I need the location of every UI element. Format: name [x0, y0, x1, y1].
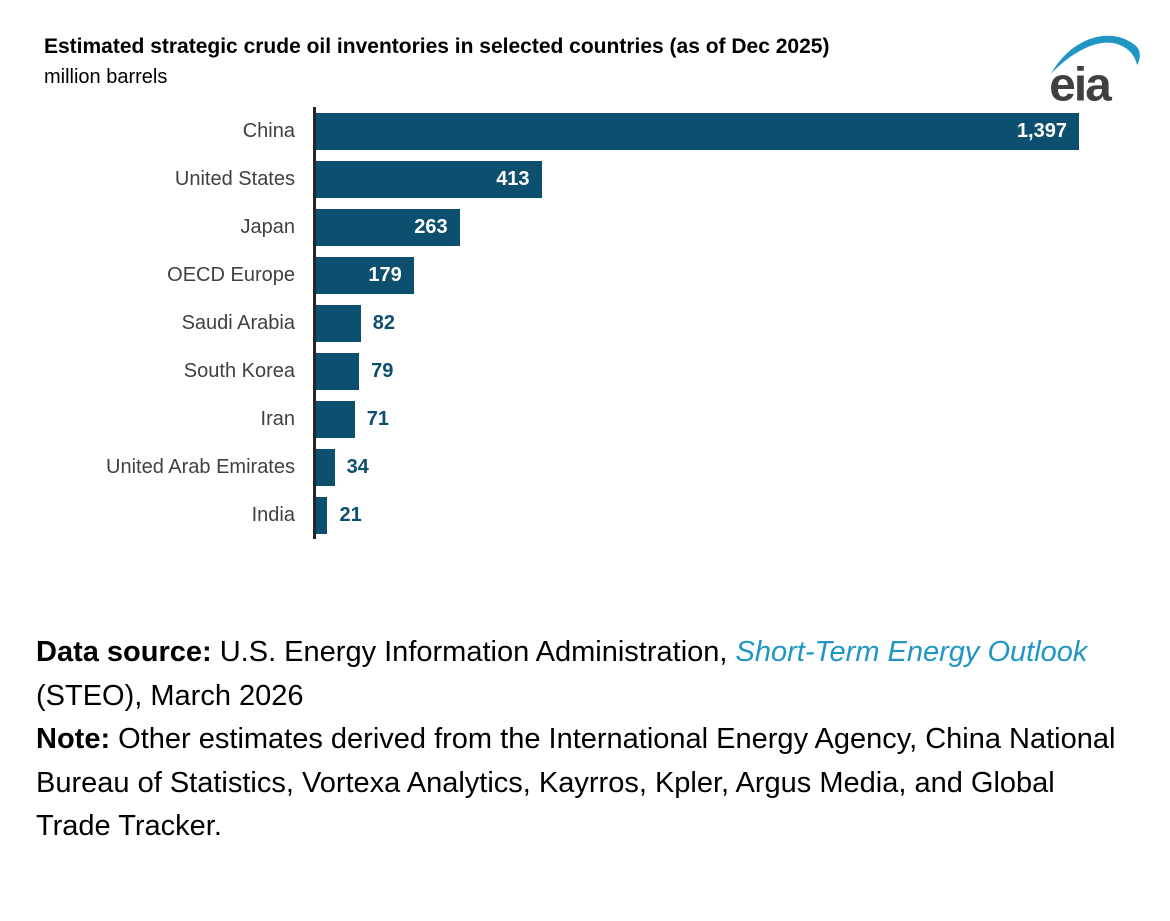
- bar-cell: 34: [313, 443, 1079, 492]
- bar-cell: 79: [313, 347, 1079, 396]
- chart-row: South Korea 79: [0, 347, 1170, 396]
- category-label: United Arab Emirates: [106, 455, 295, 478]
- value-label: 413: [496, 167, 530, 190]
- bar: [316, 304, 361, 342]
- note-label: Note:: [36, 723, 111, 756]
- bar: 413: [316, 160, 542, 198]
- chart-row: Japan 263: [0, 203, 1170, 252]
- value-label: 1,397: [1016, 119, 1067, 142]
- chart-units-label: million barrels: [44, 66, 168, 89]
- chart-row: United States 413: [0, 155, 1170, 204]
- bar: [316, 352, 360, 390]
- bar: [316, 496, 328, 534]
- bar: 1,397: [316, 112, 1079, 150]
- chart-row: OECD Europe 179: [0, 251, 1170, 300]
- bar-cell: 179: [313, 251, 1079, 300]
- eia-logo-graphic: eia: [1049, 35, 1140, 111]
- value-label: 71: [366, 407, 390, 430]
- category-label: United States: [174, 167, 295, 190]
- data-source-line: Data source: U.S. Energy Information Adm…: [36, 631, 1130, 718]
- chart-title: Estimated strategic crude oil inventorie…: [44, 35, 830, 58]
- category-label: Iran: [260, 407, 295, 430]
- chart-row: China 1,397: [0, 107, 1170, 156]
- value-label: 82: [372, 311, 396, 334]
- chart-row: Saudi Arabia 82: [0, 299, 1170, 348]
- category-label: Japan: [240, 215, 296, 238]
- category-label: South Korea: [183, 359, 295, 382]
- value-label: 34: [346, 455, 369, 478]
- bar-cell: 71: [313, 395, 1079, 444]
- bar-cell: 21: [313, 491, 1079, 540]
- data-source-suffix: (STEO), March 2026: [36, 679, 304, 712]
- note-line: Note: Other estimates derived from the I…: [36, 718, 1130, 849]
- bar-cell: 82: [313, 299, 1079, 348]
- bar-chart: China 1,397 United States 413 Japan 263 OECD E…: [0, 107, 1170, 540]
- eia-logo-text: eia: [1049, 58, 1112, 108]
- data-source-text: U.S. Energy Information Administration,: [211, 636, 736, 669]
- bar-cell: 413: [313, 155, 1079, 204]
- chart-header: Estimated strategic crude oil inventorie…: [0, 0, 1170, 111]
- footnotes: Data source: U.S. Energy Information Adm…: [36, 631, 1130, 849]
- category-label: Saudi Arabia: [181, 311, 295, 334]
- data-source-label: Data source:: [36, 636, 212, 669]
- category-label: India: [251, 503, 295, 526]
- note-text: Other estimates derived from the Interna…: [36, 723, 1116, 843]
- category-label: OECD Europe: [167, 263, 295, 286]
- eia-logo: eia: [1048, 24, 1144, 111]
- value-label: 79: [371, 359, 394, 382]
- chart-row: Iran 71: [0, 395, 1170, 444]
- value-label: 179: [368, 263, 402, 286]
- eia-swoosh-icon: [1051, 35, 1140, 74]
- value-label: 21: [339, 503, 362, 526]
- chart-row: India 21: [0, 491, 1170, 540]
- bar: [316, 400, 355, 438]
- bar-cell: 1,397: [313, 107, 1079, 156]
- bar: [316, 448, 335, 486]
- chart-row: United Arab Emirates 34: [0, 443, 1170, 492]
- bar: 263: [316, 208, 460, 246]
- value-label: 263: [414, 215, 448, 238]
- bar-cell: 263: [313, 203, 1079, 252]
- steo-link[interactable]: Short-Term Energy Outlook: [735, 636, 1088, 669]
- category-label: China: [242, 119, 295, 142]
- bar: 179: [316, 256, 414, 294]
